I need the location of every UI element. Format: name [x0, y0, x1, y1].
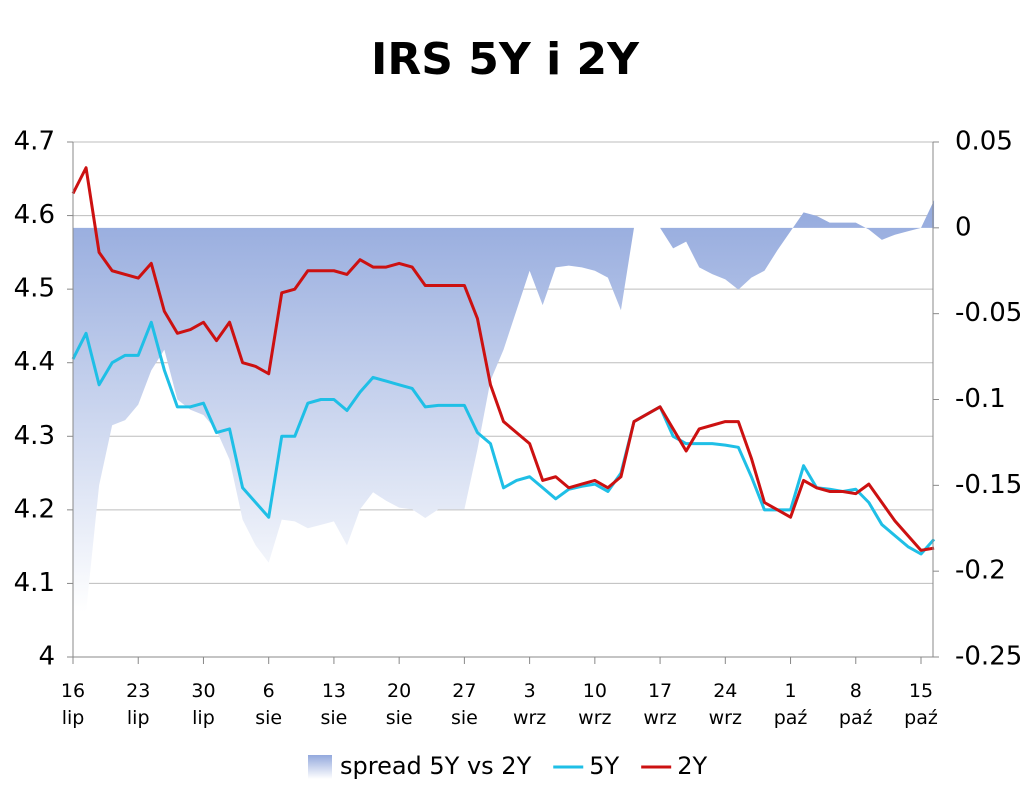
y2-tick-label: -0.05 — [955, 298, 1022, 328]
y2-tick-label: -0.2 — [955, 556, 1006, 586]
y-tick-label: 4.4 — [14, 347, 55, 377]
y-tick-label: 4.6 — [14, 200, 55, 230]
legend-label: 2Y — [677, 752, 707, 780]
x-tick-label: 8 paź — [838, 680, 873, 729]
line-series — [71, 320, 936, 556]
y-tick-label: 4.7 — [14, 127, 55, 157]
y2-tick-label: -0.15 — [955, 470, 1022, 500]
x-tick-label: 1 paź — [773, 680, 808, 729]
x-tick-label: 13 sie — [320, 680, 348, 729]
line-series — [71, 166, 935, 552]
x-tick-label: 10 wrz — [578, 680, 612, 729]
x-tick-label: 3 wrz — [512, 680, 547, 729]
x-tick-label: 15 paź — [904, 680, 938, 729]
legend-label: spread 5Y vs 2Y — [340, 752, 532, 780]
y-tick-label: 4.1 — [14, 568, 55, 598]
x-tick-label: 30 lip — [191, 680, 216, 729]
y-tick-label: 4.3 — [14, 421, 55, 451]
y-tick-label: 4.5 — [14, 274, 55, 304]
x-tick-label: 17 wrz — [643, 680, 677, 729]
legend-swatch — [308, 755, 332, 779]
y-tick-label: 4 — [38, 642, 55, 672]
y2-tick-label: 0.05 — [955, 127, 1013, 157]
x-tick-label: 6 sie — [255, 680, 283, 729]
x-tick-label: 20 sie — [385, 680, 413, 729]
legend-label: 5Y — [589, 752, 619, 780]
y2-tick-label: 0 — [955, 212, 972, 242]
y-tick-label: 4.2 — [14, 494, 55, 524]
y2-tick-label: -0.25 — [955, 642, 1022, 672]
x-tick-label: 23 lip — [126, 680, 151, 729]
x-tick-label: 24 wrz — [708, 680, 742, 729]
spread-area — [73, 200, 935, 613]
y2-tick-label: -0.1 — [955, 384, 1006, 414]
chart-title: IRS 5Y i 2Y — [371, 34, 640, 85]
x-tick-label: 16 lip — [60, 680, 86, 729]
x-tick-label: 27 sie — [450, 680, 478, 729]
